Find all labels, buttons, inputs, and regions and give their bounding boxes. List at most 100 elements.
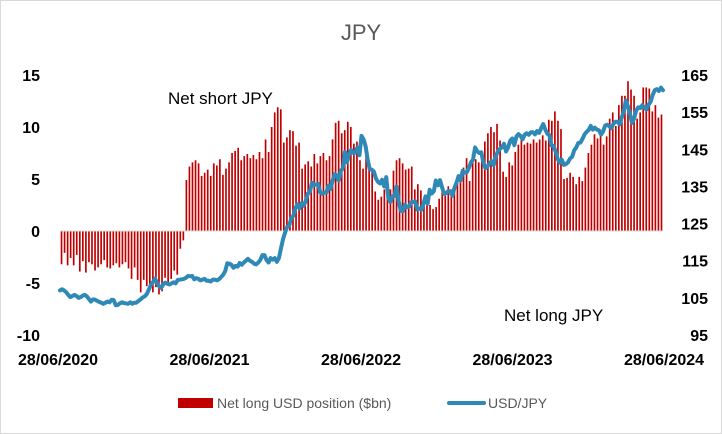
bar [82, 231, 84, 262]
bar [624, 95, 626, 231]
bar [484, 141, 486, 231]
bar [142, 231, 145, 280]
bar [136, 231, 139, 280]
bar [389, 189, 392, 231]
right-tick-label: 125 [681, 217, 708, 234]
bar [660, 114, 663, 231]
bar [587, 153, 590, 231]
bar [453, 187, 456, 231]
bar [651, 111, 654, 231]
bar [404, 169, 407, 231]
bar [438, 198, 440, 231]
bar [139, 231, 142, 293]
bar [505, 176, 507, 231]
bar [435, 207, 437, 231]
bar [185, 180, 188, 231]
bar [103, 231, 105, 261]
bar [657, 117, 660, 231]
bar [353, 143, 355, 231]
bar [593, 134, 596, 231]
bar [188, 166, 191, 231]
bar [182, 231, 185, 241]
bar [654, 105, 657, 231]
bar [477, 162, 480, 231]
bar [206, 169, 209, 231]
bar [520, 139, 523, 231]
bar [444, 195, 447, 231]
bar [511, 165, 514, 231]
bar [429, 205, 431, 231]
right-tick-label: 155 [681, 105, 708, 122]
bar [563, 179, 565, 231]
bar [145, 231, 148, 287]
bar [170, 231, 172, 279]
bar [514, 151, 517, 231]
bar [246, 154, 249, 231]
bar [541, 135, 544, 231]
bar [544, 140, 547, 231]
bar [551, 120, 553, 231]
bar [88, 231, 90, 263]
bar [496, 123, 498, 231]
bar [234, 150, 236, 231]
bar [581, 181, 584, 231]
bar [219, 159, 221, 231]
bar [255, 159, 258, 231]
bar [456, 183, 459, 231]
bar [115, 231, 118, 264]
bar [310, 166, 313, 231]
bar [529, 143, 532, 231]
bar [203, 172, 206, 231]
left-tick-label: 5 [31, 172, 40, 189]
usdjpy-line [58, 85, 665, 308]
bar [112, 231, 115, 266]
bar [611, 112, 614, 231]
bar [621, 95, 623, 231]
bar [240, 160, 243, 231]
x-tick-label: 28/06/2021 [169, 352, 249, 369]
bar [356, 141, 358, 231]
bar [75, 231, 78, 255]
bar [569, 172, 571, 231]
bar [547, 119, 550, 231]
right-tick-label: 95 [690, 328, 708, 345]
bar [599, 132, 602, 231]
bar [362, 168, 364, 231]
x-tick-label: 28/06/2022 [321, 352, 401, 369]
bar [566, 177, 568, 231]
bar [557, 120, 559, 231]
bar [490, 127, 492, 231]
bar [538, 139, 541, 231]
legend-bar-label: Net long USD position ($bn) [217, 395, 391, 411]
annotation-net-long: Net long JPY [504, 306, 603, 325]
bar [149, 231, 151, 287]
bar [197, 163, 200, 231]
left-tick-label: 10 [22, 120, 40, 137]
right-tick-label: 145 [681, 142, 708, 159]
bar [618, 105, 620, 231]
bar [377, 199, 380, 231]
bar [69, 231, 72, 259]
bar [106, 231, 109, 268]
bar [575, 184, 578, 231]
bar [608, 118, 611, 231]
bar [127, 231, 130, 269]
bar [423, 198, 425, 231]
bar [155, 231, 157, 288]
bar [325, 160, 328, 231]
bar [365, 154, 367, 231]
bar [648, 88, 651, 232]
bar [578, 176, 581, 231]
bar [413, 189, 416, 231]
bar [72, 231, 75, 266]
bar [231, 153, 233, 231]
bar [158, 231, 160, 295]
bar [194, 160, 197, 231]
left-tick-label: -5 [26, 276, 40, 293]
bar [261, 158, 264, 231]
bar [292, 131, 294, 231]
bar [471, 154, 474, 231]
bar [243, 156, 246, 231]
annotation-net-short: Net short JPY [168, 89, 273, 108]
